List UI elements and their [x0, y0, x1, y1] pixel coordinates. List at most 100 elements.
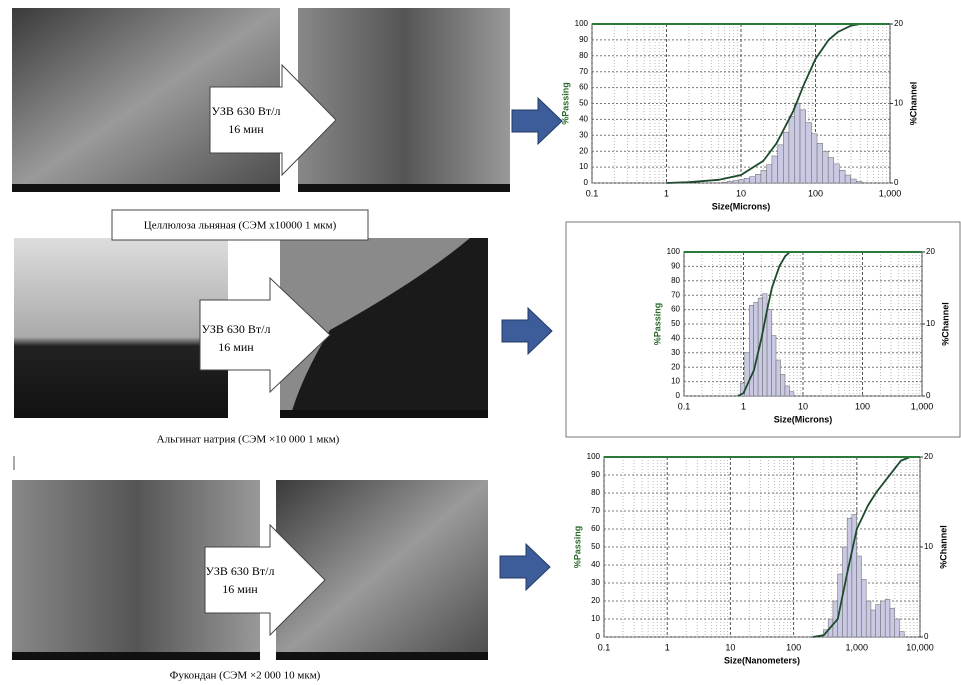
y-tick-label: 30 [671, 348, 680, 357]
histogram-bar [760, 170, 767, 184]
blue-arrows [499, 96, 563, 592]
histogram-bar [870, 609, 876, 638]
x-tick-label: 0.1 [678, 401, 691, 411]
histogram-bar [899, 631, 905, 638]
histogram-bar [766, 309, 772, 397]
chart-frame [565, 221, 961, 438]
y-tick-label: 20 [671, 362, 680, 371]
histogram-bar [833, 163, 840, 184]
y2-tick-label: 20 [926, 247, 935, 256]
y-tick-label: 10 [591, 614, 600, 623]
y-tick-label: 60 [591, 524, 600, 533]
caption: Альгинат натрия (СЭМ ×10 000 1 мкм) [157, 434, 340, 446]
histogram-bar [816, 143, 823, 184]
y2-tick-label: 0 [926, 391, 931, 400]
histogram-bar [894, 618, 900, 638]
x-tick-label: 10,000 [906, 642, 934, 652]
y-tick-label: 100 [575, 19, 589, 28]
histogram-bar [788, 115, 795, 184]
histogram-bar [749, 176, 756, 184]
y-axis-label: %Passing [572, 526, 582, 569]
caption: Целлюлоза льняная (СЭМ х10000 1 мкм) [144, 220, 337, 232]
y-tick-label: 50 [671, 319, 680, 328]
y2-tick-label: 20 [924, 452, 933, 461]
y2-tick-label: 0 [894, 178, 899, 187]
arrow-texts: УЗВ 630 Вт/л 16 мин УЗВ 630 Вт/л 16 мин … [202, 104, 281, 596]
y-tick-label: 0 [596, 632, 601, 641]
histogram-bar [794, 103, 801, 184]
x-tick-label: 0.1 [586, 188, 599, 198]
y-tick-label: 90 [591, 470, 600, 479]
y-tick-label: 10 [671, 377, 680, 386]
x-tick-label: 1 [664, 188, 669, 198]
y-tick-label: 60 [671, 305, 680, 314]
histogram-bar [777, 144, 784, 184]
histogram-bar [880, 600, 886, 638]
y-tick-label: 100 [587, 452, 601, 461]
histogram-bar [889, 607, 895, 638]
y-axis-label: %Passing [652, 303, 662, 346]
y-tick-label: 70 [579, 67, 588, 76]
x-tick-label: 100 [855, 401, 870, 411]
histogram-bar [743, 177, 750, 184]
histogram-bar [771, 155, 778, 184]
histogram-bar [771, 335, 777, 397]
arrow-text: 16 мин [218, 340, 254, 354]
y-tick-label: 10 [579, 162, 588, 171]
histogram-bar [753, 302, 759, 397]
histogram-bar [822, 150, 829, 184]
histogram-bar [726, 181, 734, 184]
histogram-bar [738, 179, 745, 184]
x-tick-label: 10 [736, 188, 746, 198]
y2-axis-label: %Channel [938, 525, 948, 569]
histogram-bar [721, 181, 728, 184]
cumulative-line [737, 251, 794, 397]
y-tick-label: 40 [579, 115, 588, 124]
cumulative-line [666, 23, 890, 184]
histogram-bar [844, 174, 851, 184]
y-tick-label: 50 [591, 542, 600, 551]
x-tick-label: 10 [798, 401, 808, 411]
arrow-text: 16 мин [222, 582, 258, 596]
arrow-text: УЗВ 630 Вт/л [202, 322, 271, 336]
y-tick-label: 60 [579, 83, 588, 92]
y2-tick-label: 10 [926, 319, 935, 328]
histogram-bar [799, 109, 807, 184]
histogram-bar [784, 385, 790, 397]
x-tick-label: 10 [725, 642, 735, 652]
cumulative-line [812, 456, 911, 638]
y-tick-label: 70 [671, 290, 680, 299]
y-tick-label: 90 [579, 35, 588, 44]
x-tick-label: 1 [741, 401, 746, 411]
histogram-bar [783, 131, 790, 184]
y2-tick-label: 10 [894, 99, 903, 108]
histogram-bar [811, 133, 818, 184]
y-tick-label: 20 [591, 596, 600, 605]
y-tick-label: 80 [579, 51, 588, 60]
y-tick-label: 80 [591, 488, 600, 497]
x-tick-label: 100 [786, 642, 801, 652]
x-axis-label: Size(Microns) [774, 414, 833, 424]
caption-box [111, 209, 369, 241]
x-axis-label: Size(Nanometers) [724, 655, 800, 665]
histogram-bar [861, 579, 867, 638]
x-tick-label: 1,000 [911, 401, 934, 411]
y2-axis-label: %Channel [908, 82, 918, 126]
histogram-bar [789, 391, 795, 397]
x-tick-label: 1,000 [846, 642, 869, 652]
y2-tick-label: 20 [894, 19, 903, 28]
y-axis-label: %Passing [560, 82, 570, 125]
y-tick-label: 40 [671, 334, 680, 343]
y-tick-label: 80 [671, 276, 680, 285]
histogram-bar [839, 170, 846, 184]
arrow-text: УЗВ 630 Вт/л [212, 104, 281, 118]
histogram-bar [865, 600, 872, 638]
y-tick-label: 100 [667, 247, 681, 256]
y-tick-label: 70 [591, 506, 600, 515]
y-tick-label: 0 [676, 391, 681, 400]
process-arrows [199, 63, 337, 637]
histogram-bar [775, 359, 781, 397]
x-tick-label: 1 [665, 642, 670, 652]
